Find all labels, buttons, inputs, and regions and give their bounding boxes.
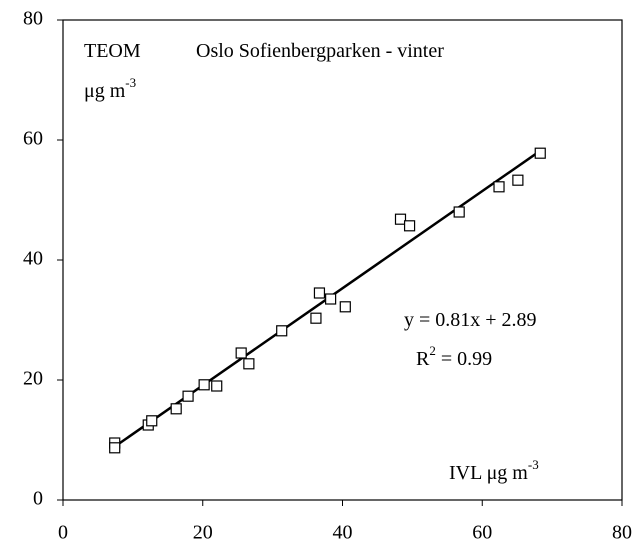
annotation: R2 = 0.99 <box>416 343 492 370</box>
point <box>453 206 465 218</box>
annotation: Oslo Sofienbergparken - vinter <box>196 40 444 62</box>
annotation: y = 0.81x + 2.89 <box>404 309 537 331</box>
annotation-text: = 0.99 <box>436 348 492 370</box>
annotation-sup: -3 <box>125 75 136 90</box>
annotation-text: TEOM <box>84 40 141 62</box>
point <box>394 213 407 225</box>
annotation-text: y = 0.81x + 2.89 <box>404 309 537 331</box>
annotation: μg m-3 <box>84 75 136 102</box>
annotation-text: R <box>416 348 430 370</box>
point <box>182 390 194 402</box>
y-tick-label: 80 <box>23 8 43 30</box>
point <box>146 415 158 427</box>
point <box>403 220 416 232</box>
point <box>276 325 288 337</box>
point <box>243 358 255 370</box>
annotation-text: Oslo Sofienbergparken - vinter <box>196 40 444 62</box>
y-tick-label: 0 <box>33 488 43 510</box>
point <box>170 403 182 415</box>
annotation-sup: 2 <box>429 343 436 358</box>
point <box>313 287 326 299</box>
annotation: TEOM <box>84 40 141 62</box>
annotation-sup: -3 <box>528 457 539 472</box>
point <box>512 174 524 186</box>
point <box>534 147 546 159</box>
y-tick-label: 60 <box>23 128 43 150</box>
x-tick-label: 0 <box>58 522 68 544</box>
point <box>109 442 121 454</box>
x-tick-label: 20 <box>193 522 213 544</box>
x-tick-label: 80 <box>612 522 632 544</box>
point <box>325 293 337 305</box>
point <box>198 379 210 391</box>
point <box>310 312 322 324</box>
annotation: IVL μg m-3 <box>449 457 539 484</box>
point <box>339 301 351 313</box>
x-tick-label: 60 <box>472 522 492 544</box>
annotation-text: μg m <box>84 80 126 102</box>
point <box>493 181 505 193</box>
y-tick-label: 20 <box>23 368 43 390</box>
point <box>235 347 247 359</box>
annotation-text: IVL μg m <box>449 462 528 484</box>
x-tick-label: 40 <box>333 522 353 544</box>
point <box>211 380 223 392</box>
y-tick-label: 40 <box>23 248 43 270</box>
